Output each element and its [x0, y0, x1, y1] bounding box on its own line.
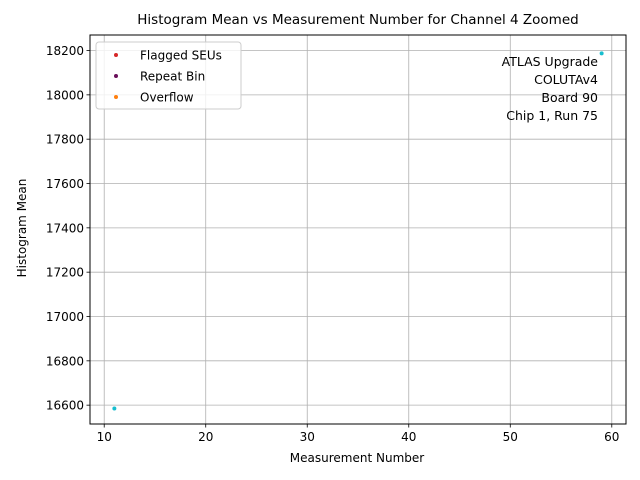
- legend-marker: [114, 74, 118, 78]
- x-tick-label: 20: [198, 430, 213, 444]
- y-tick-label: 17000: [46, 310, 84, 324]
- x-tick-label: 60: [604, 430, 619, 444]
- y-axis-label: Histogram Mean: [15, 179, 29, 278]
- y-tick-label: 17200: [46, 266, 84, 280]
- legend: Flagged SEUs Repeat Bin Overflow: [95, 41, 242, 110]
- data-point: [599, 51, 604, 56]
- y-tick-label: 16800: [46, 354, 84, 368]
- y-tick-label: 16600: [46, 399, 84, 413]
- x-tick-label: 10: [97, 430, 112, 444]
- y-tick-label: 17400: [46, 221, 84, 235]
- legend-label: Flagged SEUs: [140, 49, 222, 63]
- x-tick-label: 30: [300, 430, 315, 444]
- annotation-line: Board 90: [541, 90, 598, 105]
- legend-marker: [114, 95, 118, 99]
- legend-label: Overflow: [140, 91, 194, 105]
- chart-title: Histogram Mean vs Measurement Number for…: [137, 12, 578, 28]
- x-tick-label: 40: [401, 430, 416, 444]
- legend-box: [95, 41, 242, 110]
- x-tick-label: 50: [503, 430, 518, 444]
- y-tick-label: 17800: [46, 133, 84, 147]
- annotation-line: COLUTAv4: [534, 72, 598, 87]
- grid-lines: [90, 35, 626, 424]
- annotation-line: ATLAS Upgrade: [502, 54, 599, 69]
- axis-ticks: 10 20 30 40 50 60 16600 16800 17000 17200 17400 176…: [46, 44, 620, 444]
- data-point: [112, 406, 117, 411]
- annotation-line: Chip 1, Run 75: [506, 108, 598, 123]
- y-tick-label: 18200: [46, 44, 84, 58]
- x-axis-label: Measurement Number: [290, 451, 424, 465]
- data-points: [112, 51, 604, 411]
- legend-marker: [114, 53, 118, 57]
- legend-label: Repeat Bin: [140, 70, 205, 84]
- plot-frame: [89, 34, 627, 425]
- run-annotation: ATLAS Upgrade COLUTAv4 Board 90 Chip 1, Run…: [502, 54, 599, 123]
- y-tick-label: 17600: [46, 177, 84, 191]
- y-tick-label: 18000: [46, 88, 84, 102]
